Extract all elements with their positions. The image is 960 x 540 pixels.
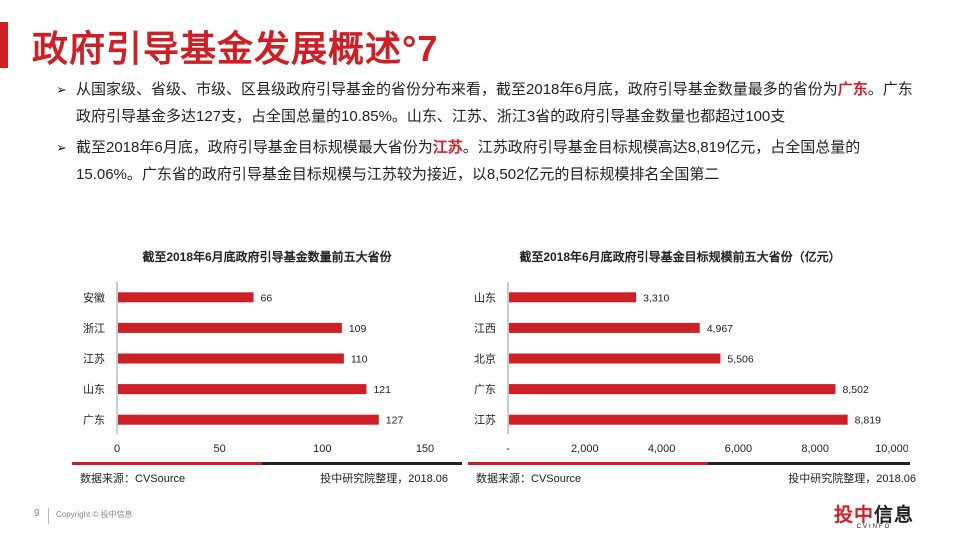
x-tick-label: 100 bbox=[313, 443, 331, 455]
source-divider bbox=[468, 462, 910, 465]
compiled-by-label: 投中研究院整理，2018.06 bbox=[788, 473, 916, 485]
logo-text-red: 投中 bbox=[834, 505, 875, 526]
data-source-label: 数据来源：CVSource bbox=[476, 473, 582, 485]
data-label: 127 bbox=[386, 415, 404, 427]
data-label: 109 bbox=[349, 323, 367, 335]
x-tick-label: - bbox=[506, 443, 510, 455]
data-label: 121 bbox=[373, 384, 391, 396]
category-label: 浙江 bbox=[83, 322, 105, 335]
category-label: 山东 bbox=[83, 383, 105, 396]
data-label: 8,819 bbox=[855, 415, 881, 427]
bar bbox=[118, 414, 379, 425]
bullet-list: ➢ 从国家级、省级、市级、区县级政府引导基金的省份分布来看，截至2018年6月底… bbox=[56, 76, 916, 192]
bar bbox=[118, 292, 254, 303]
logo-text-dark: 信息 bbox=[874, 505, 915, 526]
chart-title-scale: 截至2018年6月底政府引导基金目标规模前五大省份（亿元） bbox=[519, 250, 841, 264]
x-tick-label: 10,000 bbox=[875, 443, 908, 455]
page-title: 政府引导基金发展概述°7 bbox=[32, 28, 439, 69]
data-label: 5,506 bbox=[727, 354, 753, 366]
bullet-text: 。广东政府引导基金多达127支，占全国总量的10.85%。山东、江苏、浙江3省的… bbox=[76, 81, 913, 125]
category-label: 江苏 bbox=[83, 353, 105, 366]
data-label: 4,967 bbox=[707, 323, 733, 335]
bar bbox=[118, 353, 344, 364]
data-source-label: 数据来源：CVSource bbox=[80, 473, 186, 485]
copyright-text: Copyright © 投中信息 bbox=[56, 510, 133, 519]
bar bbox=[509, 322, 700, 333]
category-label: 江苏 bbox=[474, 414, 496, 427]
x-tick-label: 150 bbox=[416, 443, 434, 455]
category-label: 广东 bbox=[83, 414, 105, 427]
bar bbox=[118, 322, 342, 333]
x-tick-label: 50 bbox=[214, 443, 226, 455]
bullet-highlight: 广东 bbox=[837, 81, 868, 98]
x-tick-label: 6,000 bbox=[725, 443, 753, 455]
data-label: 110 bbox=[351, 354, 368, 366]
x-tick-label: 4,000 bbox=[648, 443, 676, 455]
bullet-text: 从国家级、省级、市级、区县级政府引导基金的省份分布来看，截至2018年6月底，政… bbox=[76, 81, 838, 98]
data-label: 66 bbox=[261, 292, 273, 304]
compiled-by-label: 投中研究院整理，2018.06 bbox=[320, 473, 448, 485]
chart-title-count: 截至2018年6月底政府引导基金数量前五大省份 bbox=[142, 250, 392, 264]
x-tick-label: 0 bbox=[114, 443, 120, 455]
category-label: 广东 bbox=[474, 383, 496, 396]
bar-chart-fund-count: 安徽 66 浙江 109 江苏 110 山东 121 广东 127 0 50 100 150 bbox=[83, 282, 434, 455]
title-accent-bar bbox=[0, 22, 8, 68]
bar bbox=[509, 353, 721, 364]
bar bbox=[509, 384, 836, 395]
category-label: 北京 bbox=[474, 352, 496, 366]
arrow-bullet-icon: ➢ bbox=[56, 140, 67, 155]
x-tick-label: 8,000 bbox=[801, 443, 829, 455]
bullet-text: 截至2018年6月底，政府引导基金目标规模最大省份为 bbox=[76, 139, 433, 156]
bar bbox=[509, 414, 848, 425]
bar bbox=[118, 384, 367, 395]
bullet-highlight: 江苏 bbox=[432, 139, 463, 156]
bar bbox=[509, 292, 637, 303]
arrow-bullet-icon: ➢ bbox=[56, 82, 67, 97]
category-label: 江西 bbox=[474, 322, 496, 335]
category-label: 安徽 bbox=[83, 290, 105, 304]
category-label: 山东 bbox=[474, 291, 496, 304]
data-label: 3,310 bbox=[643, 292, 669, 304]
bullet-text: 。江苏政府引导基金目标规模高达8,819亿元，占全国总量的15.06%。广东省的… bbox=[76, 139, 861, 183]
logo-english: CVINFO bbox=[856, 524, 892, 530]
data-label: 8,502 bbox=[842, 384, 868, 396]
bullet-item: ➢ 从国家级、省级、市级、区县级政府引导基金的省份分布来看，截至2018年6月底… bbox=[56, 76, 916, 130]
bullet-item: ➢ 截至2018年6月底，政府引导基金目标规模最大省份为江苏。江苏政府引导基金目… bbox=[56, 134, 916, 188]
bar-chart-fund-scale: 山东 3,310 江西 4,967 北京 5,506 广东 8,502 江苏 8,819 - 2,00… bbox=[474, 282, 908, 455]
page-number: 9 bbox=[34, 508, 40, 519]
source-divider bbox=[72, 462, 462, 465]
x-tick-label: 2,000 bbox=[571, 443, 599, 455]
company-logo: 投中信息 CVINFO bbox=[834, 500, 914, 530]
footer-divider bbox=[48, 508, 49, 524]
